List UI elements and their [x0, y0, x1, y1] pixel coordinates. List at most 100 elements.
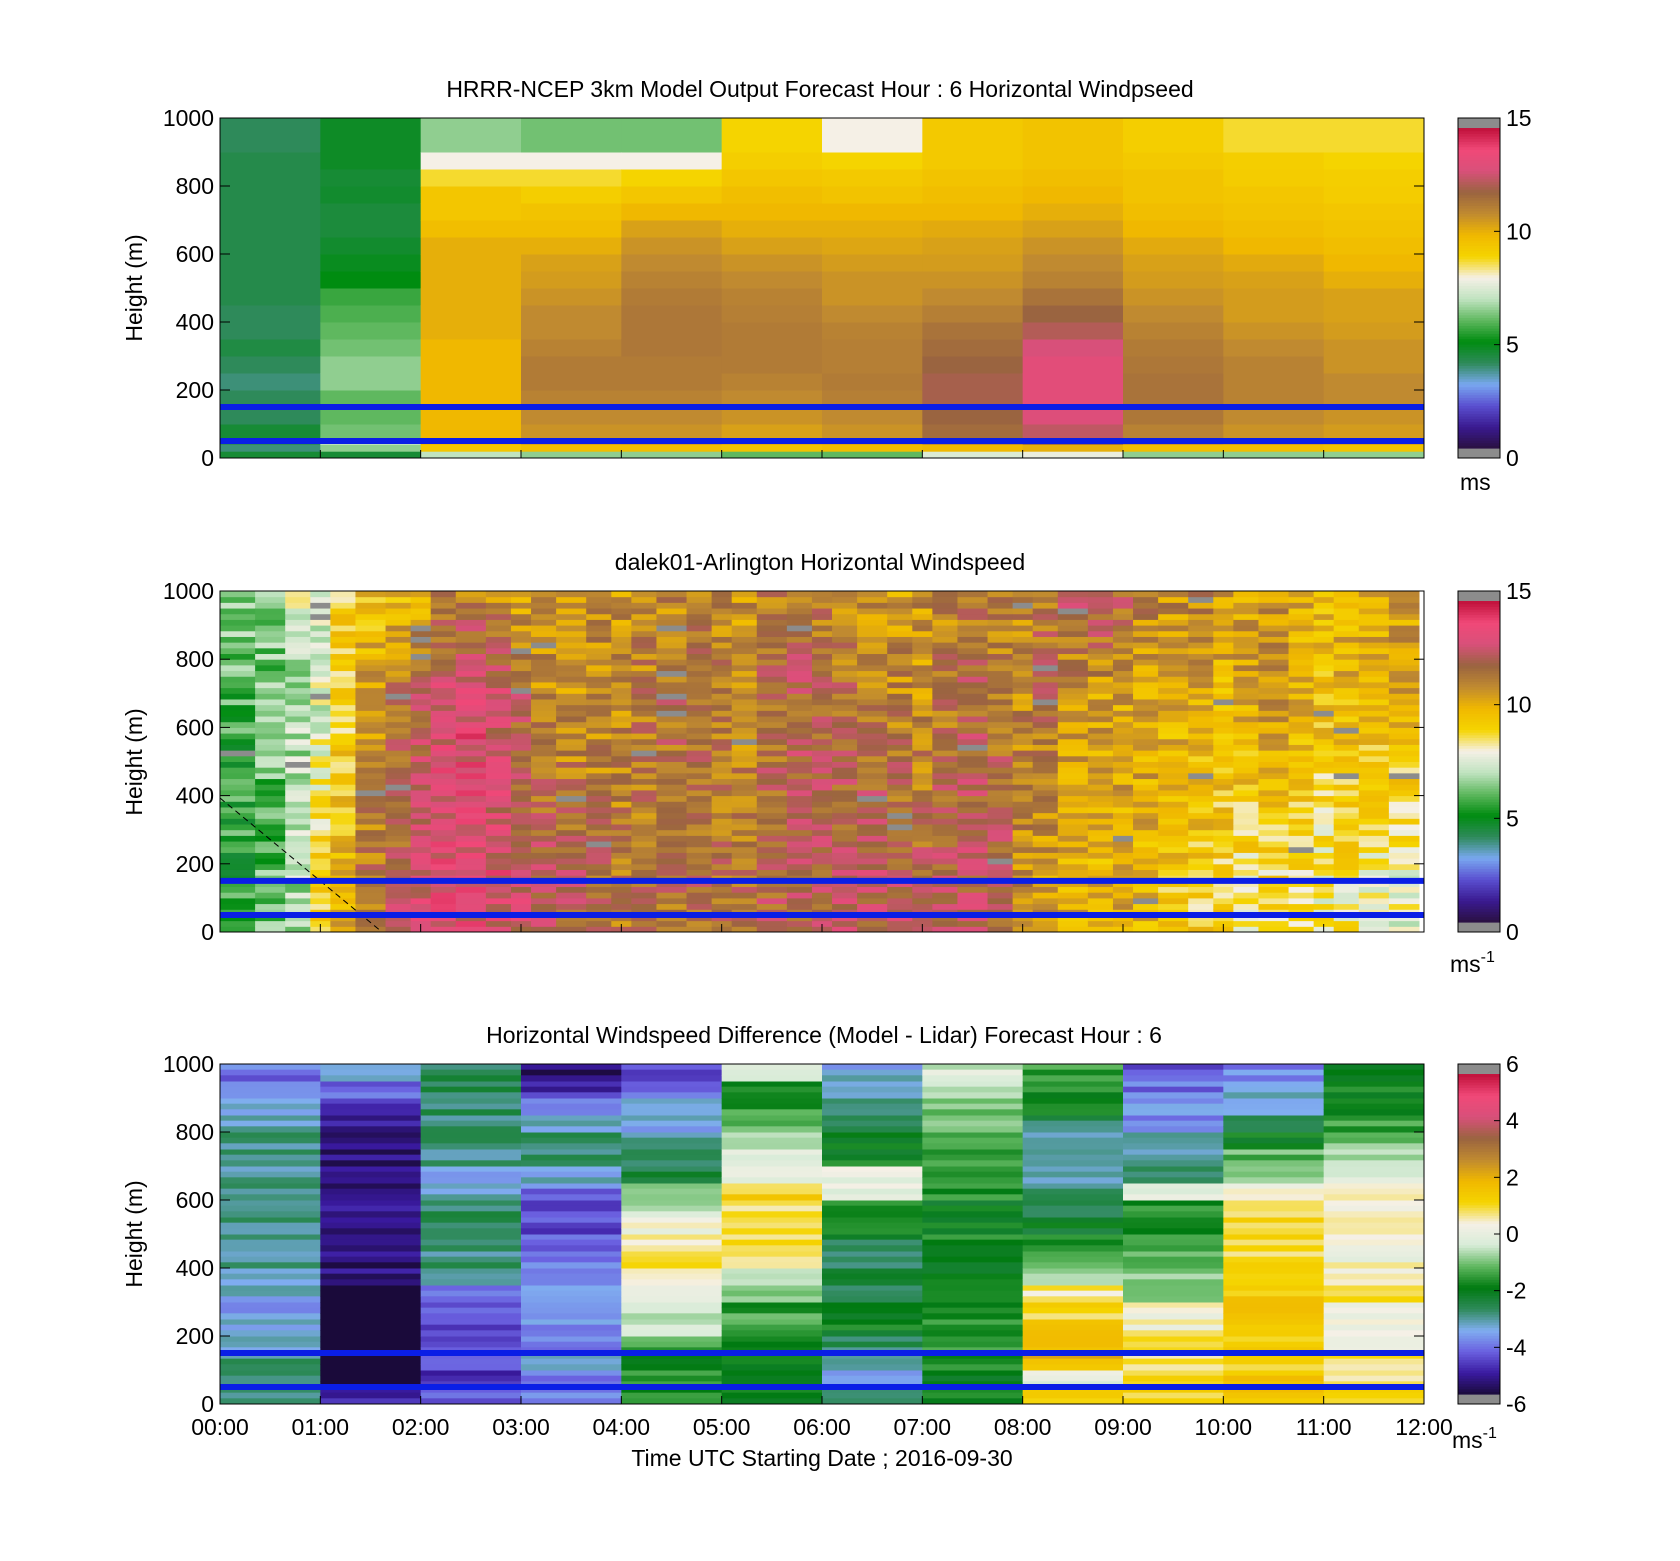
- colorbar-swatch: [1458, 726, 1500, 730]
- heatmap-cell: [1333, 812, 1360, 819]
- colorbar-swatch: [1458, 261, 1500, 265]
- heatmap-cell: [310, 670, 331, 677]
- heatmap-cell: [786, 880, 813, 888]
- heatmap-cell: [1213, 630, 1234, 637]
- heatmap-cell: [686, 869, 713, 876]
- heatmap-cell: [721, 152, 823, 170]
- panel-difference-xlabel: Time UTC Starting Date ; 2016-09-30: [631, 1445, 1012, 1471]
- panel-difference-x-ticks: 00:00 01:00 02:00 03:00 04:00 05:00 06:00 07:00…: [191, 1396, 1453, 1440]
- heatmap-cell: [731, 789, 758, 797]
- colorbar-swatch: [1458, 301, 1500, 305]
- heatmap-cell: [1323, 1069, 1425, 1076]
- heatmap-cell: [355, 755, 387, 762]
- heatmap-cell: [1313, 869, 1335, 876]
- heatmap-cell: [1112, 716, 1134, 723]
- heatmap-cell: [1388, 795, 1420, 802]
- colorbar-swatch: [1458, 173, 1500, 177]
- heatmap-cell: [586, 806, 612, 814]
- heatmap-cell: [556, 926, 587, 933]
- colorbar-swatch: [1458, 857, 1500, 862]
- colorbar-swatch: [1458, 264, 1500, 268]
- heatmap-cell: [320, 1279, 422, 1286]
- heatmap-cell: [656, 926, 688, 933]
- heatmap-cell: [1213, 812, 1234, 819]
- heatmap-cell: [330, 613, 356, 620]
- heatmap-cell: [686, 897, 713, 905]
- heatmap-cell: [731, 591, 758, 598]
- heatmap-cell: [586, 710, 612, 717]
- colorbar-swatch: [1458, 256, 1500, 260]
- heatmap-cell: [1223, 407, 1325, 425]
- heatmap-cell: [330, 647, 356, 655]
- heatmap-cell: [1313, 806, 1335, 814]
- heatmap-cell: [310, 920, 331, 927]
- heatmap-cell: [556, 886, 587, 893]
- heatmap-cell: [586, 733, 612, 740]
- heatmap-cell: [485, 869, 512, 876]
- heatmap-cell: [1388, 613, 1420, 620]
- heatmap-cell: [686, 886, 713, 893]
- heatmap-cell: [310, 886, 331, 893]
- heatmap-cell: [957, 659, 989, 666]
- heatmap-cell: [1012, 778, 1034, 785]
- heatmap-cell: [987, 591, 1014, 598]
- heatmap-cell: [355, 914, 387, 922]
- heatmap-cell: [756, 750, 788, 757]
- heatmap-cell: [310, 761, 331, 768]
- colorbar-swatch: [1458, 903, 1500, 907]
- heatmap-cell: [711, 903, 733, 910]
- heatmap-cell: [1022, 1126, 1124, 1133]
- heatmap-cell: [1123, 1069, 1224, 1076]
- heatmap-cell: [220, 636, 256, 643]
- heatmap-cell: [485, 710, 512, 717]
- heatmap-cell: [220, 619, 256, 626]
- heatmap-cell: [922, 1256, 1024, 1263]
- heatmap-cell: [556, 750, 587, 757]
- heatmap-cell: [320, 1064, 422, 1071]
- heatmap-cell: [922, 288, 1024, 306]
- colorbar-swatch: [1458, 713, 1500, 717]
- heatmap-cell: [1333, 608, 1360, 615]
- heatmap-cell: [1032, 750, 1059, 757]
- heatmap-cell: [1333, 880, 1360, 888]
- heatmap-cell: [832, 903, 858, 910]
- heatmap-cell: [385, 880, 412, 888]
- heatmap-cell: [485, 636, 512, 643]
- heatmap-cell: [957, 670, 989, 677]
- heatmap-cell: [1112, 914, 1134, 922]
- heatmap-cell: [1112, 920, 1134, 927]
- heatmap-cell: [430, 716, 457, 723]
- heatmap-cell: [957, 886, 989, 893]
- heatmap-cell: [1057, 761, 1089, 768]
- heatmap-cell: [611, 789, 632, 797]
- heatmap-cell: [1158, 846, 1189, 853]
- heatmap-cell: [721, 1251, 823, 1258]
- heatmap-cell: [1333, 835, 1360, 842]
- heatmap-cell: [1022, 322, 1124, 340]
- heatmap-cell: [255, 608, 286, 615]
- colorbar-swatch: [1458, 769, 1500, 773]
- heatmap-cell: [686, 647, 713, 655]
- heatmap-cell: [1233, 721, 1259, 728]
- colorbar-swatch: [1458, 1316, 1500, 1320]
- heatmap-cell: [1133, 886, 1159, 893]
- heatmap-cell: [1223, 390, 1325, 408]
- heatmap-cell: [1288, 767, 1315, 774]
- heatmap-cell: [320, 1183, 422, 1190]
- colorbar-swatch: [1458, 128, 1500, 132]
- heatmap-cell: [1112, 733, 1134, 740]
- heatmap-cell: [1258, 818, 1290, 825]
- heatmap-cell: [686, 767, 713, 774]
- heatmap-cell: [1333, 710, 1360, 717]
- heatmap-cell: [330, 886, 356, 893]
- heatmap-cell: [957, 903, 989, 910]
- heatmap-cell: [1057, 608, 1089, 615]
- heatmap-cell: [987, 772, 1014, 780]
- colorbar-swatch: [1458, 1138, 1500, 1142]
- heatmap-cell: [1057, 602, 1089, 609]
- heatmap-cell: [621, 1285, 723, 1292]
- heatmap-cell: [656, 687, 688, 694]
- heatmap-cell: [285, 619, 311, 626]
- heatmap-cell: [1188, 914, 1214, 922]
- heatmap-cell: [1213, 750, 1234, 757]
